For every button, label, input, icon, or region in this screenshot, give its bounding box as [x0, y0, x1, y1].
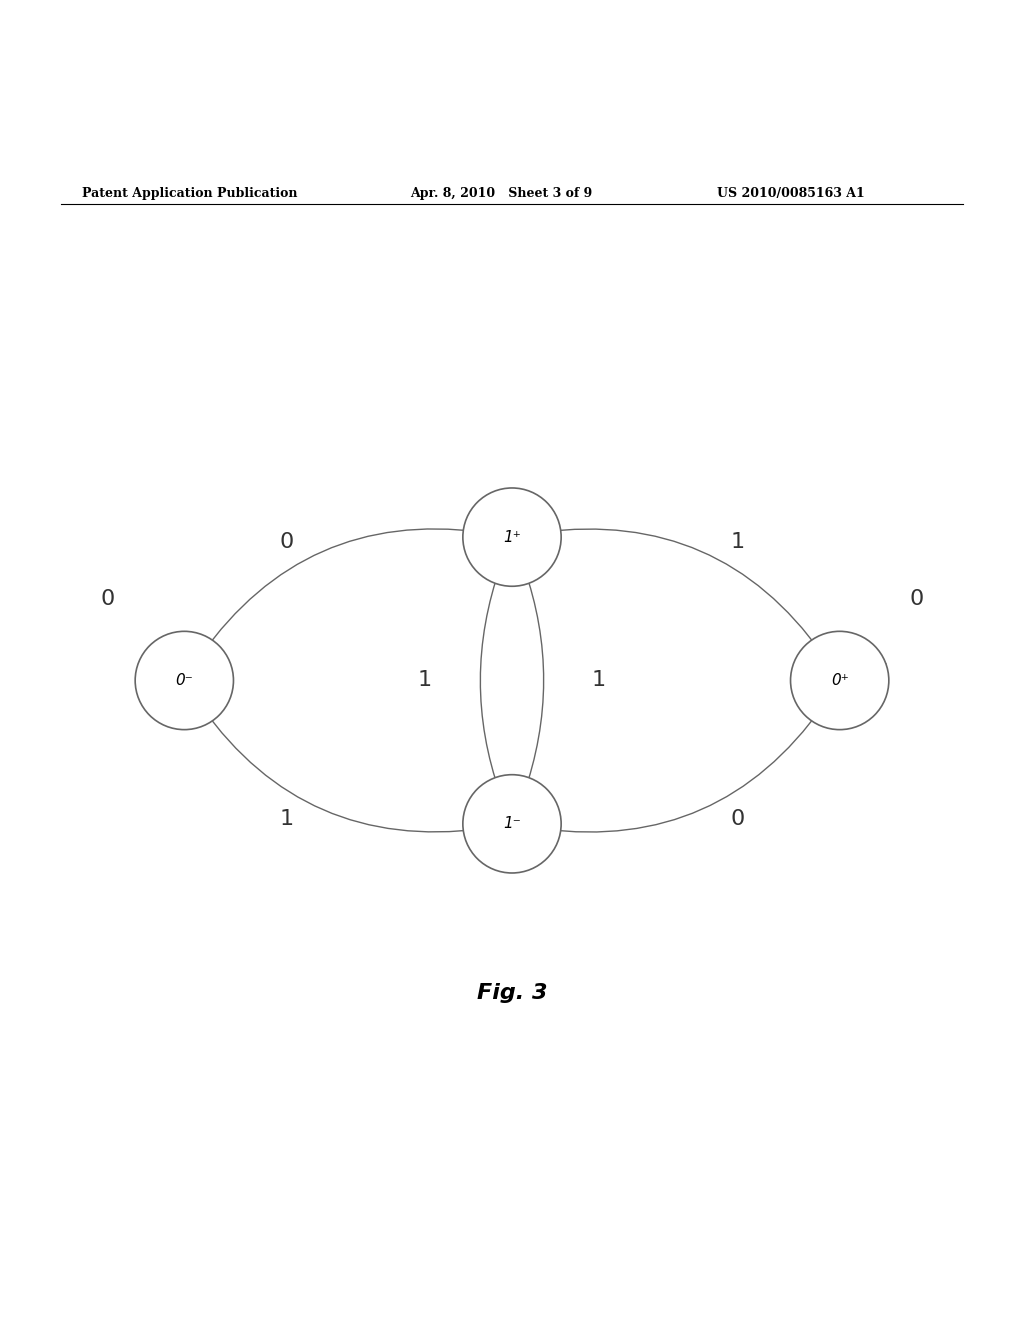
Text: Apr. 8, 2010   Sheet 3 of 9: Apr. 8, 2010 Sheet 3 of 9	[410, 187, 592, 199]
Text: 0: 0	[730, 809, 744, 829]
Text: 1: 1	[280, 809, 294, 829]
Circle shape	[463, 775, 561, 873]
Text: 1⁻: 1⁻	[503, 816, 521, 832]
Text: Patent Application Publication: Patent Application Publication	[82, 187, 297, 199]
Text: 1⁺: 1⁺	[503, 529, 521, 545]
Text: Fig. 3: Fig. 3	[477, 983, 547, 1003]
Text: 0⁻: 0⁻	[175, 673, 194, 688]
Circle shape	[135, 631, 233, 730]
Circle shape	[463, 488, 561, 586]
Text: 0: 0	[909, 589, 924, 609]
Text: 0: 0	[280, 532, 294, 552]
Text: US 2010/0085163 A1: US 2010/0085163 A1	[717, 187, 864, 199]
Text: 0: 0	[100, 589, 115, 609]
Text: 1: 1	[730, 532, 744, 552]
Text: 1: 1	[592, 671, 606, 690]
Circle shape	[791, 631, 889, 730]
Text: 0⁺: 0⁺	[830, 673, 849, 688]
Text: 1: 1	[418, 671, 432, 690]
